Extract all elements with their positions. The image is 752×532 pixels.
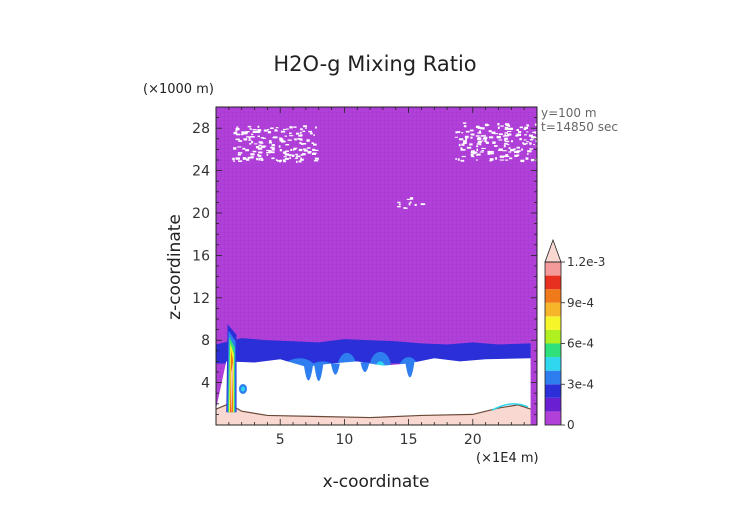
colorbar-bin	[545, 384, 561, 398]
colorbar-bin	[545, 275, 561, 290]
chart-title: H2O-g Mixing Ratio	[273, 52, 476, 76]
y-tick-label: 24	[192, 164, 210, 180]
field-layers	[216, 107, 537, 425]
x-unit-label: (×1E4 m)	[476, 451, 539, 466]
upper-dry-patch-right	[454, 122, 537, 163]
colorbar-bin	[545, 357, 561, 371]
x-tick-label: 10	[335, 432, 353, 448]
drip	[330, 363, 340, 375]
colorbar-tick-label: 6e-4	[567, 337, 594, 351]
drip	[314, 364, 324, 382]
y-axis-label: z-coordinate	[165, 214, 185, 320]
colorbar-bin	[545, 411, 561, 425]
drip	[405, 362, 415, 378]
colorbar-bin	[545, 329, 561, 344]
surface-cyan-rim	[491, 403, 529, 411]
axis-ticks	[216, 107, 537, 425]
x-tick-label: 20	[464, 432, 482, 448]
plot-area: 5 10 15 20 4 8 12 16 20 24 28	[192, 106, 538, 448]
y-tick-label: 12	[192, 291, 210, 307]
mid-dry-speckles	[397, 197, 426, 209]
colorbar-tick-label: 3e-4	[567, 377, 594, 391]
colorbar-tick-label: 0	[567, 418, 575, 432]
colorbar-bin	[545, 262, 561, 276]
colorbar-bin	[545, 316, 561, 330]
colorbar-bin	[545, 343, 561, 358]
drip	[303, 365, 313, 381]
upper-dry-patch-left	[232, 125, 319, 163]
x-tick-label: 5	[276, 432, 285, 448]
y-unit-label: (×1000 m)	[143, 82, 214, 97]
annotation-line: y=100 m	[541, 106, 597, 120]
colorbar-bin	[545, 302, 561, 317]
annotation-line: t=14850 sec	[541, 120, 618, 134]
cloud-band-layer	[216, 338, 531, 364]
annotations: y=100 mt=14850 sec	[541, 106, 618, 134]
surface-layer-edge	[216, 403, 531, 419]
colorbar: 0 3e-4 6e-4 9e-4 1.2e-3	[544, 238, 605, 432]
x-tick-label: 15	[400, 432, 418, 448]
white-region	[216, 358, 531, 418]
plume-layer	[231, 362, 233, 413]
colorbar-tick-label: 9e-4	[567, 296, 594, 310]
colorbar-bin	[545, 370, 561, 385]
y-tick-label: 16	[192, 248, 210, 264]
x-axis-label: x-coordinate	[323, 472, 430, 492]
y-tick-label: 20	[192, 206, 210, 222]
y-tick-label: 4	[201, 376, 210, 392]
y-tick-label: 28	[192, 121, 210, 137]
colorbar-extension	[544, 238, 562, 263]
colorbar-bin	[545, 397, 561, 412]
drip	[360, 362, 370, 372]
colorbar-bin	[545, 289, 561, 303]
colorbar-tick-label: 1.2e-3	[567, 255, 605, 269]
y-tick-label: 8	[201, 333, 210, 349]
surface-layer	[216, 403, 531, 425]
plume-blob-core	[240, 386, 245, 392]
